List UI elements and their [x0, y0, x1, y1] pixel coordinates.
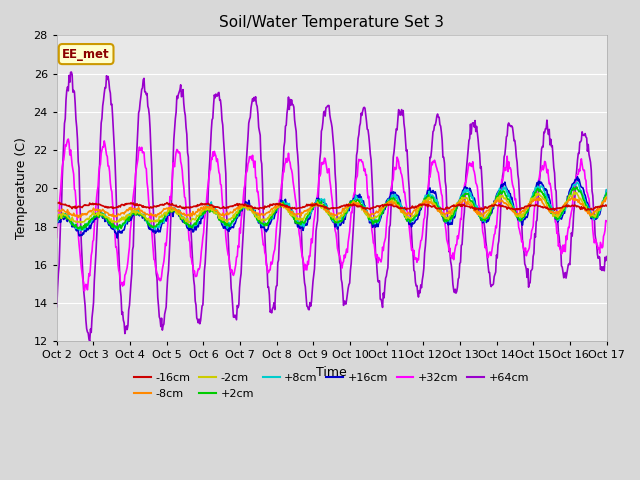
+8cm: [205, 205, 213, 211]
+2cm: [78, 227, 86, 233]
+2cm: [399, 208, 407, 214]
Legend: -16cm, -8cm, -2cm, +2cm, +8cm, +16cm, +32cm, +64cm: -16cm, -8cm, -2cm, +2cm, +8cm, +16cm, +3…: [130, 369, 533, 403]
Line: +32cm: +32cm: [57, 139, 607, 291]
Line: -8cm: -8cm: [57, 198, 607, 217]
Line: +64cm: +64cm: [57, 72, 607, 341]
-16cm: [53, 200, 61, 205]
+32cm: [65, 136, 72, 142]
-8cm: [74, 215, 82, 220]
+2cm: [573, 184, 580, 190]
-2cm: [603, 194, 611, 200]
+64cm: [53, 304, 61, 310]
+64cm: [86, 338, 93, 344]
-2cm: [175, 211, 183, 216]
-16cm: [176, 203, 184, 209]
X-axis label: Time: Time: [316, 366, 347, 379]
+32cm: [63, 140, 70, 146]
-8cm: [53, 208, 61, 214]
-2cm: [53, 213, 61, 219]
+16cm: [113, 235, 121, 241]
-16cm: [55, 200, 63, 205]
Line: -2cm: -2cm: [57, 192, 607, 223]
+8cm: [399, 207, 407, 213]
+64cm: [400, 120, 408, 126]
Line: +2cm: +2cm: [57, 187, 607, 230]
+8cm: [120, 222, 128, 228]
+16cm: [53, 220, 61, 226]
+64cm: [121, 331, 129, 336]
+16cm: [573, 174, 581, 180]
-8cm: [205, 204, 213, 210]
-16cm: [205, 201, 213, 207]
+2cm: [63, 216, 70, 222]
-8cm: [536, 195, 543, 201]
+16cm: [603, 187, 611, 193]
-8cm: [603, 195, 611, 201]
-2cm: [63, 213, 70, 218]
+8cm: [176, 208, 184, 214]
+2cm: [205, 208, 213, 214]
-8cm: [63, 210, 70, 216]
+2cm: [415, 207, 423, 213]
+32cm: [53, 235, 61, 240]
-16cm: [603, 203, 611, 209]
-16cm: [551, 207, 559, 213]
Line: +16cm: +16cm: [57, 177, 607, 238]
+2cm: [603, 191, 611, 196]
Text: EE_met: EE_met: [62, 48, 110, 60]
-8cm: [415, 202, 423, 208]
+2cm: [120, 220, 128, 226]
+16cm: [176, 209, 184, 215]
+2cm: [53, 218, 61, 224]
+8cm: [53, 217, 61, 223]
Y-axis label: Temperature (C): Temperature (C): [15, 137, 28, 239]
-2cm: [184, 220, 192, 226]
-16cm: [399, 205, 407, 211]
-16cm: [415, 202, 423, 207]
+32cm: [121, 272, 129, 278]
+8cm: [603, 187, 611, 192]
+16cm: [415, 212, 423, 218]
-2cm: [205, 207, 213, 213]
Line: +8cm: +8cm: [57, 182, 607, 230]
+32cm: [206, 168, 214, 174]
-16cm: [120, 203, 128, 208]
-2cm: [415, 204, 423, 209]
+32cm: [177, 159, 184, 165]
+16cm: [63, 218, 70, 224]
Title: Soil/Water Temperature Set 3: Soil/Water Temperature Set 3: [219, 15, 444, 30]
Line: -16cm: -16cm: [57, 203, 607, 210]
-2cm: [399, 210, 407, 216]
-8cm: [399, 209, 407, 215]
+64cm: [68, 69, 76, 75]
+32cm: [81, 288, 88, 294]
+32cm: [603, 218, 611, 224]
+64cm: [206, 158, 214, 164]
+8cm: [573, 180, 581, 185]
+8cm: [63, 211, 70, 217]
+8cm: [415, 205, 423, 211]
+64cm: [177, 82, 184, 88]
+16cm: [205, 203, 213, 208]
+32cm: [416, 244, 424, 250]
+64cm: [63, 87, 70, 93]
+64cm: [603, 254, 611, 260]
-16cm: [64, 203, 72, 208]
-2cm: [571, 189, 579, 195]
+8cm: [77, 227, 85, 233]
+2cm: [176, 213, 184, 219]
-8cm: [176, 210, 184, 216]
-8cm: [120, 211, 128, 217]
+64cm: [416, 290, 424, 296]
+16cm: [120, 227, 128, 233]
+32cm: [400, 190, 408, 195]
-2cm: [120, 214, 127, 220]
+16cm: [399, 207, 407, 213]
